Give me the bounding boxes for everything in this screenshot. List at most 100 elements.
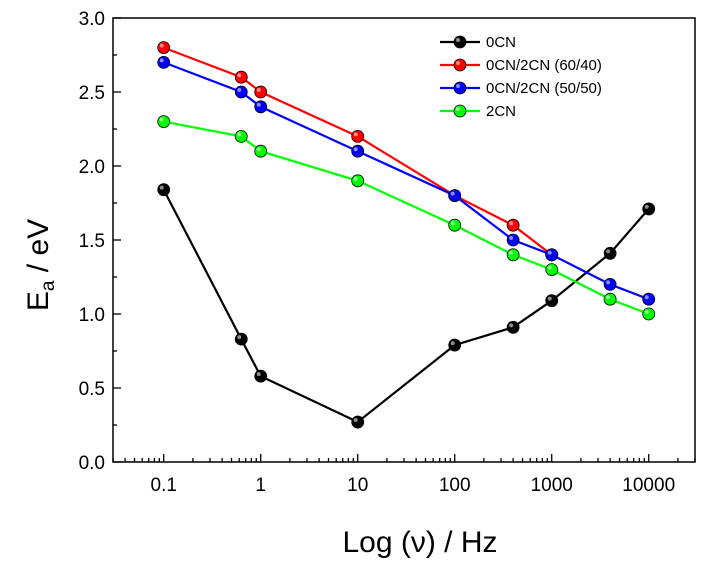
data-point-highlight <box>353 176 358 181</box>
data-point-highlight <box>450 191 455 196</box>
data-point <box>506 218 520 232</box>
plot-frame <box>112 17 696 463</box>
data-point <box>254 85 268 99</box>
series-line <box>162 189 650 424</box>
legend-marker <box>453 35 467 49</box>
data-point-highlight <box>644 310 649 314</box>
legend-item: 0CN/2CN (60/40) <box>440 57 602 74</box>
series-3 <box>157 56 656 306</box>
data-point <box>234 129 248 143</box>
legend-label: 2CN <box>486 103 516 120</box>
series-line <box>163 61 650 301</box>
x-axis-title: Log (ν) / Hz <box>342 526 497 559</box>
data-point-highlight <box>644 204 649 209</box>
data-point <box>448 189 462 203</box>
data-point-highlight <box>256 147 261 152</box>
x-axis-ticks: 0.1 1 10 100 1000 10000 <box>112 454 696 496</box>
x-tick-label: 10 <box>347 475 368 496</box>
x-tick-label: 10000 <box>622 475 675 496</box>
data-point <box>506 320 520 334</box>
data-point <box>642 202 656 216</box>
data-point-highlight <box>159 117 164 122</box>
legend-marker-highlight <box>456 107 460 111</box>
data-point-highlight <box>509 221 514 226</box>
data-point <box>545 248 559 262</box>
y-axis-title-rest: / eV <box>22 219 55 281</box>
data-point-highlight <box>547 250 552 255</box>
data-point <box>351 144 365 158</box>
y-tick-label: 0.5 <box>79 379 105 400</box>
series-1 <box>157 183 656 429</box>
y-tick-label: 2.5 <box>79 83 105 104</box>
y-tick-label: 0.0 <box>79 453 105 474</box>
data-point-highlight <box>159 43 164 48</box>
data-point <box>448 218 462 232</box>
y-axis-title-subscript: a <box>38 280 59 291</box>
legend-label: 0CN/2CN (50/50) <box>486 80 602 97</box>
series-line <box>163 120 650 316</box>
y-axis-title: Ea / eV <box>22 219 59 311</box>
data-point-highlight <box>606 280 611 285</box>
data-point <box>351 129 365 143</box>
data-point <box>157 41 171 54</box>
data-point-highlight <box>547 265 552 270</box>
legend-item: 0CN/2CN (50/50) <box>440 80 602 97</box>
data-point <box>351 415 365 429</box>
data-point-highlight <box>237 132 242 137</box>
data-point-highlight <box>606 295 611 300</box>
data-point <box>506 233 520 247</box>
data-point <box>642 292 656 306</box>
data-point-highlight <box>256 102 261 107</box>
data-point-highlight <box>353 418 358 423</box>
legend-marker-highlight <box>456 84 460 88</box>
series-layer <box>157 41 656 429</box>
data-point <box>506 248 520 262</box>
y-tick-label: 2.0 <box>79 157 105 178</box>
series-4 <box>157 115 656 321</box>
y-tick-label: 3.0 <box>79 9 105 30</box>
data-point <box>254 144 268 158</box>
y-axis-title-main: E <box>22 291 55 311</box>
data-point-highlight <box>159 185 164 190</box>
legend: 0CN 0CN/2CN (60/40) 0CN/2CN (50/50) 2CN <box>440 34 602 120</box>
x-tick-label: 1000 <box>531 475 573 496</box>
data-point-highlight <box>237 88 242 92</box>
legend-label: 0CN <box>486 34 516 51</box>
legend-marker <box>453 104 467 118</box>
data-point <box>157 183 171 197</box>
data-point <box>603 292 617 306</box>
data-point-highlight <box>450 221 455 226</box>
y-tick-label: 1.0 <box>79 305 105 326</box>
legend-marker-highlight <box>456 38 460 42</box>
y-axis-ticks: 0.0 0.5 1.0 1.5 2.0 2.5 3.0 <box>79 9 121 474</box>
legend-item: 2CN <box>440 103 516 120</box>
plot-border <box>112 17 696 463</box>
data-point <box>234 85 248 99</box>
data-point <box>448 338 462 352</box>
data-point-highlight <box>547 296 552 301</box>
data-point-highlight <box>159 58 164 63</box>
data-point-highlight <box>509 323 514 328</box>
x-tick-label: 0.1 <box>151 475 177 496</box>
x-tick-label: 100 <box>439 475 471 496</box>
legend-marker-highlight <box>456 61 460 65</box>
data-point-highlight <box>450 341 455 346</box>
legend-item: 0CN <box>440 34 516 51</box>
y-tick-label: 1.5 <box>79 231 105 252</box>
legend-marker <box>453 81 467 95</box>
data-point <box>157 56 171 69</box>
data-point <box>234 332 248 346</box>
data-point-highlight <box>353 132 358 137</box>
data-point-highlight <box>509 236 514 240</box>
data-point-highlight <box>644 295 649 300</box>
data-point-highlight <box>606 249 611 254</box>
data-point <box>545 263 559 277</box>
data-point <box>157 115 171 128</box>
data-point-highlight <box>509 250 514 255</box>
data-point <box>254 369 268 383</box>
data-point-highlight <box>256 88 261 92</box>
legend-marker <box>453 58 467 72</box>
data-point-highlight <box>256 372 261 377</box>
data-point <box>603 277 617 291</box>
